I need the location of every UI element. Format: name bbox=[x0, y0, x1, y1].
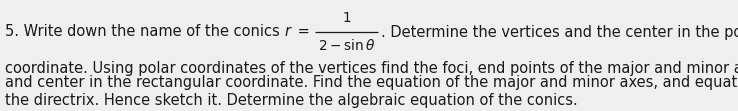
Text: the directrix. Hence sketch it. Determine the algebraic equation of the conics.: the directrix. Hence sketch it. Determin… bbox=[5, 92, 578, 107]
Text: . Determine the vertices and the center in the polar: . Determine the vertices and the center … bbox=[381, 25, 738, 40]
Text: $2 - \sin\theta$: $2 - \sin\theta$ bbox=[318, 39, 375, 54]
Text: =: = bbox=[293, 25, 314, 40]
Text: and center in the rectangular coordinate. Find the equation of the major and min: and center in the rectangular coordinate… bbox=[5, 75, 738, 90]
Text: 1: 1 bbox=[342, 11, 351, 25]
Text: coordinate. Using polar coordinates of the vertices find the foci, end points of: coordinate. Using polar coordinates of t… bbox=[5, 60, 738, 75]
Text: 5. Write down the name of the conics: 5. Write down the name of the conics bbox=[5, 25, 284, 40]
Text: $r$: $r$ bbox=[284, 25, 293, 40]
